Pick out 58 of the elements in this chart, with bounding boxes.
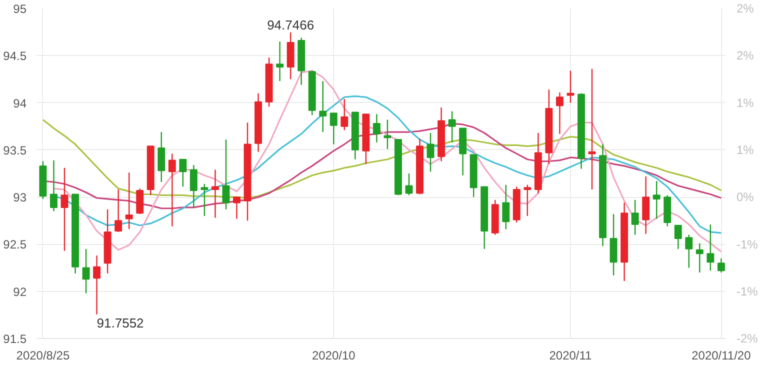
candlestick [706, 224, 714, 272]
candlestick [372, 114, 380, 143]
y-tick-label: 92 [13, 284, 27, 299]
y-tick-label: 93 [13, 190, 27, 205]
candlestick [502, 184, 510, 230]
candlestick [642, 176, 650, 234]
candlestick [114, 188, 122, 233]
candlestick [82, 248, 90, 294]
y2-tick-label: -1% [736, 284, 758, 298]
y2-tick-label: 0% [736, 190, 754, 204]
y2-tick-label: -1% [736, 237, 758, 252]
candlestick [631, 199, 639, 236]
candlestick [340, 98, 348, 131]
candlestick [233, 196, 240, 220]
candlestick [136, 188, 144, 215]
candlestick [168, 153, 176, 227]
candlestick [158, 131, 166, 183]
candlestick [276, 40, 284, 82]
candlestick [696, 242, 704, 274]
y2-tick-label: 2% [736, 48, 754, 63]
candlestick [179, 158, 187, 188]
candlestick [426, 132, 434, 172]
candlestick [222, 138, 230, 210]
candlestick [211, 169, 219, 218]
y-tick-label: 92.5 [3, 238, 27, 252]
x-tick-label: 2020/11 [549, 348, 592, 362]
y2-tick-label: 2% [736, 2, 754, 16]
x-tick-label: 2020/11/20 [692, 348, 752, 362]
candlestick [93, 254, 101, 316]
candlestick [330, 112, 338, 145]
candlestick [556, 92, 564, 134]
candlestick [50, 160, 58, 212]
candlestick [125, 172, 133, 230]
candlestick [448, 110, 456, 143]
candlestick [524, 184, 532, 217]
x-tick-label: 2020/8/25 [16, 348, 70, 362]
y-tick-label: 93.5 [3, 143, 27, 158]
candlestick [685, 234, 693, 268]
candlestick [190, 164, 198, 208]
candlestick [674, 224, 682, 250]
y-tick-label: 94.5 [3, 49, 27, 64]
annotation: 94.7466 [267, 17, 314, 32]
y2-tick-label: 1% [736, 96, 754, 110]
candlestick [405, 172, 413, 196]
candlestick [319, 80, 327, 133]
x-tick-label: 2020/10 [312, 348, 356, 362]
candlestick [60, 167, 68, 252]
annotation: 91.7552 [96, 315, 144, 330]
y2-tick-label: 1% [736, 142, 754, 157]
line-series [52, 70, 722, 253]
candlestick [200, 183, 208, 217]
candlestick [610, 213, 618, 276]
candlestick [652, 180, 660, 220]
y-tick-label: 94 [13, 96, 27, 110]
candlestick [717, 258, 725, 274]
y-tick-label: 95 [13, 2, 27, 16]
y-tick-label: 91.5 [3, 332, 27, 346]
y2-tick-label: -2% [736, 332, 758, 346]
